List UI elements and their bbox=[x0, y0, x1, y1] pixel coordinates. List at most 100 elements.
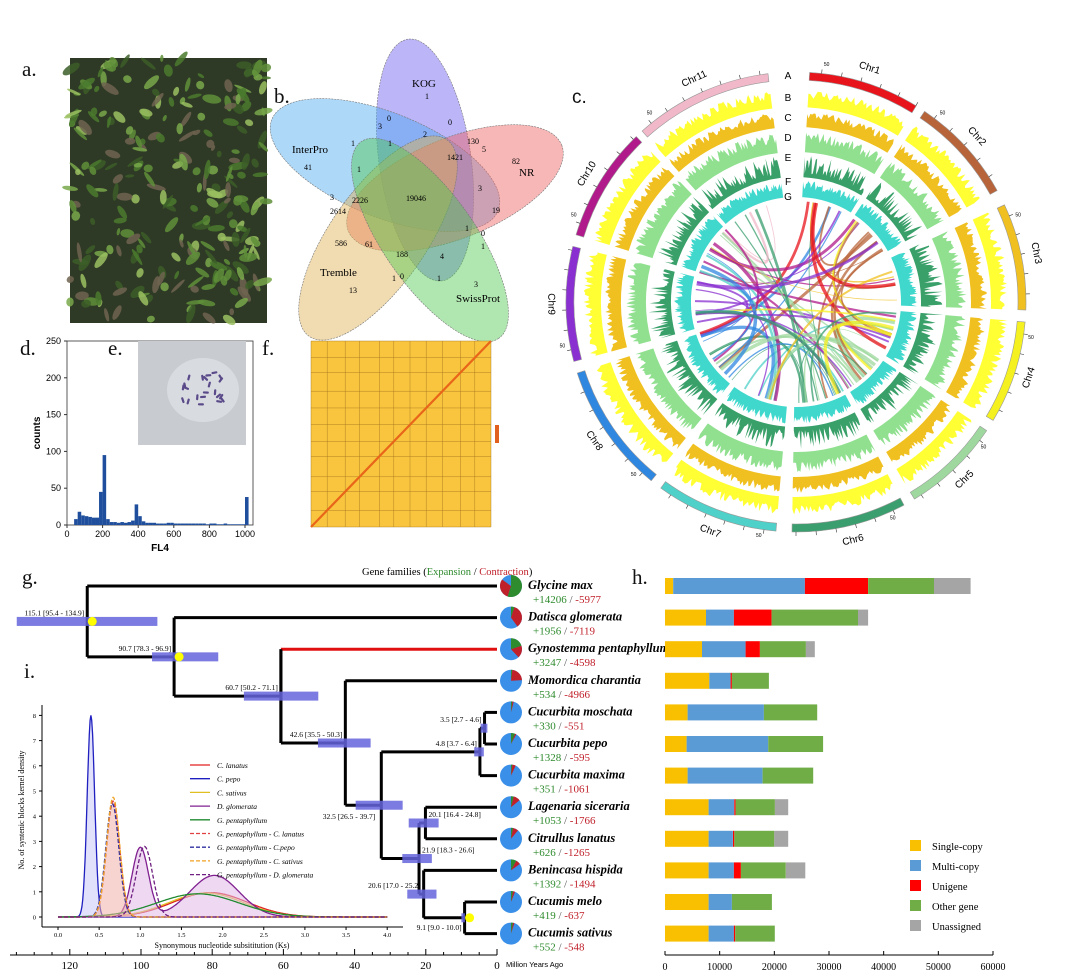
leaf-shape bbox=[201, 284, 215, 290]
bar-segment-unassigned bbox=[774, 799, 789, 816]
leaf-shape bbox=[228, 219, 238, 229]
confidence-interval-bar bbox=[355, 800, 403, 810]
bar-segment-single-copy bbox=[665, 641, 702, 658]
confidence-interval-bar bbox=[474, 747, 484, 757]
leaf-shape bbox=[192, 167, 201, 176]
venn-region-count: 1 bbox=[437, 274, 441, 283]
tick-label: 50 bbox=[981, 445, 987, 451]
contraction-count: -1265 bbox=[564, 847, 590, 859]
leaf-shape bbox=[113, 217, 127, 224]
bar-segment-unassigned bbox=[774, 830, 789, 847]
leaf-shape bbox=[245, 119, 254, 127]
scale-tick bbox=[685, 504, 689, 509]
legend-swatch bbox=[910, 900, 921, 911]
pie-slice-expansion bbox=[511, 796, 514, 808]
gene-family-counts: +1328 / -595 bbox=[533, 752, 590, 764]
chromosome-ideogram-chr9 bbox=[565, 245, 582, 362]
track-E-density bbox=[909, 244, 943, 307]
track-D-density bbox=[873, 385, 936, 446]
chromosome-mark bbox=[181, 384, 185, 391]
venn-set-swissprot bbox=[351, 137, 509, 343]
scale-tick bbox=[841, 72, 843, 77]
leaf-shape bbox=[104, 162, 118, 171]
leaf-shape bbox=[146, 315, 155, 323]
leaf-shape bbox=[231, 231, 240, 247]
histogram-bar bbox=[234, 524, 238, 526]
x-tick-label: 50000 bbox=[926, 962, 951, 973]
histogram-bar bbox=[74, 519, 78, 526]
x-tick-label: 400 bbox=[131, 529, 146, 539]
leaf-shape bbox=[152, 88, 160, 96]
x-tick-label: 0 bbox=[64, 529, 69, 539]
track-F-density bbox=[726, 386, 787, 424]
track-B-density bbox=[905, 126, 980, 208]
leaf-shape bbox=[125, 126, 134, 135]
species-name: Glycine max bbox=[528, 578, 593, 592]
x-tick-label: 10000 bbox=[707, 962, 732, 973]
scale-tick bbox=[860, 77, 863, 82]
track-C-density bbox=[615, 356, 686, 450]
track-D-density bbox=[698, 423, 783, 471]
contraction-count: -548 bbox=[564, 942, 585, 954]
leaf-shape bbox=[226, 211, 234, 219]
track-F-density bbox=[802, 181, 860, 213]
venn-set-label: Tremble bbox=[320, 267, 357, 279]
chromosome-ideogram-chr11 bbox=[641, 73, 770, 138]
venn-region-count: 3 bbox=[378, 122, 382, 131]
histogram-bar bbox=[195, 523, 199, 525]
histogram-bar bbox=[102, 455, 107, 525]
node-age-label: 3.5 [2.7 - 4.6] bbox=[440, 715, 481, 724]
tick-label: 50 bbox=[890, 515, 896, 521]
leaf-shape bbox=[151, 93, 164, 107]
scale-tick bbox=[682, 97, 685, 101]
leaf-shape bbox=[236, 88, 250, 103]
scale-tick bbox=[611, 443, 615, 447]
track-B-density bbox=[674, 459, 780, 514]
histogram-bar bbox=[145, 522, 149, 526]
bar-segment-other-gene bbox=[762, 767, 814, 784]
scale-tick bbox=[616, 151, 621, 155]
venn-region-count: 1 bbox=[392, 274, 396, 283]
track-C-density bbox=[893, 144, 962, 218]
bar-segment-single-copy bbox=[665, 862, 709, 879]
legend-label: Unassigned bbox=[932, 922, 982, 933]
leaf-shape bbox=[125, 174, 135, 178]
legend-swatch bbox=[910, 860, 921, 871]
pie-slice-expansion bbox=[511, 891, 514, 902]
venn-region-count: 2614 bbox=[330, 207, 346, 216]
leaf-shape bbox=[206, 198, 219, 208]
venn-set-label: SwissProt bbox=[456, 293, 500, 305]
circos-plot: Chr1 50 Chr2 50 Chr3 50 Chr4 50 Chr5 50 Chr6 50 Chr7… bbox=[545, 60, 1043, 548]
leaf-shape bbox=[131, 194, 140, 204]
y-tick-label: 7 bbox=[33, 738, 37, 745]
leaf-shape bbox=[239, 252, 258, 262]
chromosome-ideogram-chr4 bbox=[985, 321, 1026, 421]
leaf-shape bbox=[222, 314, 236, 326]
histogram-bar bbox=[173, 523, 178, 525]
tick-label: 50 bbox=[824, 62, 830, 68]
legend-label: G. pentaphyllum bbox=[217, 816, 268, 825]
leaf-shape bbox=[133, 162, 143, 168]
confidence-interval-bar bbox=[461, 913, 465, 923]
histogram-bar bbox=[138, 516, 142, 525]
venn-set-label: KOG bbox=[412, 78, 436, 90]
synteny-link bbox=[696, 241, 879, 290]
histogram-bar bbox=[120, 522, 124, 525]
synteny-link bbox=[694, 300, 890, 343]
track-E-density bbox=[860, 371, 919, 423]
scale-tick bbox=[921, 494, 924, 499]
leaf-shape bbox=[236, 125, 248, 134]
pie-slice-contraction bbox=[511, 827, 519, 839]
contraction-count: -1766 bbox=[570, 815, 596, 827]
leaf-shape bbox=[260, 76, 271, 80]
synteny-link bbox=[708, 218, 856, 272]
chromosome-mark bbox=[202, 391, 209, 394]
confidence-interval-bar bbox=[402, 854, 432, 864]
leaf-shape bbox=[95, 291, 102, 306]
cell-nucleus bbox=[167, 358, 239, 422]
leaf-shape bbox=[211, 145, 216, 151]
leaf-shape bbox=[236, 267, 245, 281]
expansion-count: +3247 bbox=[533, 657, 562, 669]
leaf-shape bbox=[237, 225, 248, 232]
leaf-shape bbox=[113, 111, 126, 123]
